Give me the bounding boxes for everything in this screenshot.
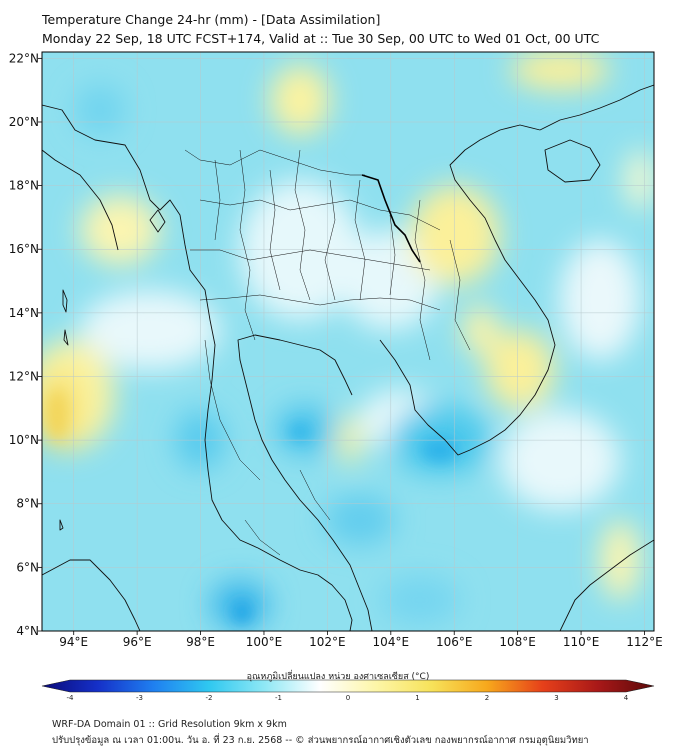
lon-tick-label: 96°E	[123, 635, 152, 649]
lat-tick-label: 14°N	[9, 306, 39, 320]
map-grid	[42, 52, 654, 631]
lat-tick-label: 8°N	[16, 497, 39, 511]
colorbar-tick-label: -4	[67, 694, 75, 702]
page-subtitle: Monday 22 Sep, 18 UTC FCST+174, Valid at…	[42, 31, 600, 46]
country-border-highlight	[361, 174, 421, 263]
lat-tick-label: 16°N	[9, 242, 39, 256]
temperature-field-cores	[47, 390, 458, 624]
colorbar-tick-label: 4	[624, 694, 629, 702]
longitude-labels: 94°E 96°E 98°E 100°E 102°E 104°E 106°E 108°E 110…	[59, 631, 663, 649]
colorbar-tick-label: 1	[415, 694, 419, 702]
lon-tick-label: 108°E	[499, 635, 536, 649]
lat-tick-label: 12°N	[9, 369, 39, 383]
colorbar: -4 -3 -2 -1 0 1 2 3 4	[41, 679, 655, 702]
lat-tick-label: 20°N	[9, 115, 39, 129]
provincial-borders	[184, 149, 471, 556]
lat-tick-label: 4°N	[16, 624, 39, 638]
footer-update-info: ปรับปรุงข้อมูล ณ เวลา 01:00น. วัน อ. ที่…	[52, 735, 589, 746]
colorbar-tick-label: 2	[485, 694, 489, 702]
latitude-labels: 4°N 6°N 8°N 10°N 12°N 14°N 16°N 18°N 20°N 22°N	[9, 51, 42, 638]
lat-tick-label: 10°N	[9, 433, 39, 447]
page-title: Temperature Change 24-hr (mm) - [Data As…	[42, 12, 381, 27]
colorbar-ticks: -4 -3 -2 -1 0 1 2 3 4	[67, 694, 629, 702]
colorbar-bar	[41, 679, 655, 693]
plot-frame	[41, 51, 655, 632]
coastlines	[42, 84, 654, 631]
lon-tick-label: 106°E	[436, 635, 473, 649]
colorbar-tick-label: 3	[554, 694, 558, 702]
lon-tick-label: 112°E	[626, 635, 663, 649]
colorbar-label: อุณหภูมิเปลี่ยนแปลง หน่วย องศาเซลเซียส (…	[246, 672, 430, 682]
lon-tick-label: 94°E	[59, 635, 88, 649]
lon-tick-label: 104°E	[373, 635, 410, 649]
lat-tick-label: 22°N	[9, 51, 39, 65]
colorbar-tick-label: -1	[275, 694, 282, 702]
lon-tick-label: 110°E	[563, 635, 600, 649]
lon-tick-label: 100°E	[246, 635, 283, 649]
colorbar-tick-label: 0	[346, 694, 350, 702]
lat-tick-label: 18°N	[9, 179, 39, 193]
lon-tick-label: 98°E	[186, 635, 215, 649]
colorbar-tick-label: -3	[136, 694, 143, 702]
lon-tick-label: 102°E	[309, 635, 346, 649]
colorbar-tick-label: -2	[206, 694, 213, 702]
footer-model-info: WRF-DA Domain 01 :: Grid Resolution 9km …	[52, 719, 287, 730]
lat-tick-label: 6°N	[16, 560, 39, 574]
